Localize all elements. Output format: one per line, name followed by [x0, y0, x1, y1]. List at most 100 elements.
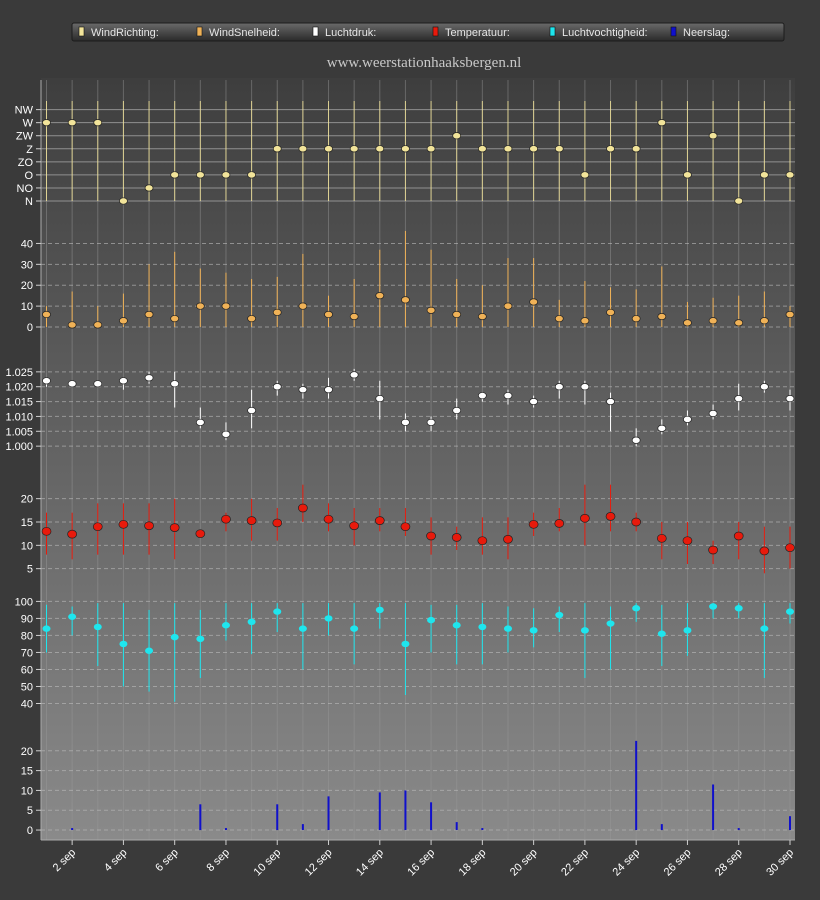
- ytick-Neerslag-0: 0: [27, 825, 33, 837]
- point-Luchtvochtigheid-day-27: [709, 603, 718, 610]
- bar-Neerslag-day-11: [301, 824, 304, 831]
- bar-Neerslag-day-2: [71, 828, 74, 831]
- point-WindSnelheid-day-24: [631, 315, 641, 323]
- point-Luchtdruk-day-3: [93, 380, 103, 388]
- point-Luchtvochtigheid-day-19: [503, 625, 512, 632]
- point-Temperatuur-day-15: [400, 522, 411, 532]
- point-Temperatuur-day-8: [221, 514, 231, 524]
- point-Luchtdruk-day-8: [221, 430, 231, 438]
- point-Luchtvochtigheid-day-17: [452, 622, 461, 629]
- point-Luchtdruk-day-20: [529, 398, 538, 406]
- plot-background: [41, 78, 795, 840]
- legend-label-2: Luchtdruk:: [325, 27, 376, 39]
- point-WindSnelheid-day-11: [298, 302, 308, 310]
- point-WindSnelheid-day-17: [452, 310, 462, 319]
- point-Temperatuur-day-20: [528, 519, 539, 529]
- bar-Neerslag-day-10: [276, 804, 279, 831]
- point-Luchtdruk-day-16: [426, 418, 436, 426]
- bar-Neerslag-day-25: [660, 824, 663, 831]
- point-Luchtvochtigheid-day-8: [221, 622, 230, 629]
- point-WindRichting-day-16: [426, 145, 436, 153]
- point-Temperatuur-day-11: [298, 503, 308, 513]
- point-Luchtvochtigheid-day-18: [478, 623, 487, 631]
- point-WindRichting-day-3: [93, 119, 103, 127]
- point-Luchtdruk-day-21: [554, 383, 564, 391]
- point-Luchtvochtigheid-day-2: [68, 613, 77, 620]
- point-Luchtdruk-day-25: [657, 424, 667, 432]
- point-Luchtvochtigheid-day-14: [375, 606, 384, 614]
- point-Temperatuur-day-2: [67, 529, 77, 539]
- point-Luchtdruk-day-23: [606, 398, 615, 406]
- point-Temperatuur-day-9: [246, 516, 257, 525]
- bar-Neerslag-day-14: [378, 792, 381, 831]
- point-WindRichting-day-27: [708, 132, 718, 140]
- ytick-Luchtdruk-1: 1.005: [5, 426, 33, 438]
- point-Luchtdruk-day-29: [760, 383, 769, 391]
- point-WindRichting-day-28: [734, 197, 744, 205]
- ytick-Luchtdruk-0: 1.000: [5, 441, 33, 453]
- point-Luchtvochtigheid-day-20: [529, 627, 538, 634]
- point-WindRichting-day-25: [657, 119, 667, 127]
- point-Luchtvochtigheid-day-11: [298, 625, 307, 632]
- bar-Neerslag-day-30: [789, 816, 791, 831]
- ytick-Luchtdruk-5: 1.025: [5, 367, 33, 379]
- point-WindSnelheid-day-2: [67, 321, 77, 329]
- point-Luchtvochtigheid-day-10: [273, 608, 282, 615]
- point-Luchtvochtigheid-day-12: [324, 615, 333, 622]
- point-WindRichting-day-30: [785, 171, 795, 179]
- point-WindRichting-day-22: [580, 171, 590, 179]
- point-Temperatuur-day-28: [733, 531, 744, 541]
- point-Luchtdruk-day-19: [503, 392, 513, 400]
- point-Luchtdruk-day-27: [708, 409, 718, 418]
- point-Luchtdruk-day-17: [452, 406, 462, 415]
- point-Temperatuur-day-18: [477, 536, 488, 546]
- point-WindSnelheid-day-13: [349, 313, 359, 321]
- point-Temperatuur-day-16: [426, 531, 436, 541]
- bar-Neerslag-day-27: [712, 784, 715, 831]
- point-WindSnelheid-day-29: [760, 317, 769, 325]
- point-Luchtvochtigheid-day-6: [170, 633, 179, 641]
- point-Temperatuur-day-26: [682, 536, 693, 546]
- point-WindSnelheid-day-25: [657, 313, 667, 321]
- point-WindSnelheid-day-20: [529, 298, 538, 306]
- point-WindSnelheid-day-10: [272, 308, 282, 316]
- point-WindSnelheid-day-26: [683, 319, 692, 327]
- point-Luchtvochtigheid-day-29: [760, 625, 769, 632]
- point-WindRichting-day-24: [631, 145, 641, 153]
- ytick-WindRichting-5: ZW: [16, 131, 34, 143]
- point-Luchtdruk-day-15: [401, 418, 410, 426]
- point-WindSnelheid-day-23: [606, 308, 615, 316]
- point-Luchtvochtigheid-day-1: [42, 625, 51, 632]
- point-Luchtvochtigheid-day-16: [427, 616, 436, 624]
- point-Luchtdruk-day-6: [170, 380, 180, 388]
- ytick-Temperatuur-2: 15: [21, 517, 33, 529]
- bar-Neerslag-day-15: [404, 790, 407, 831]
- ytick-Luchtvochtigheid-0: 40: [21, 698, 33, 710]
- ytick-Neerslag-3: 15: [21, 766, 33, 778]
- point-WindSnelheid-day-18: [477, 313, 487, 321]
- grid-lines: [40, 80, 795, 841]
- point-Temperatuur-day-27: [708, 545, 718, 555]
- point-WindRichting-day-11: [298, 145, 308, 153]
- bar-Neerslag-day-7: [199, 804, 202, 831]
- ytick-Luchtdruk-3: 1.015: [5, 397, 33, 409]
- ytick-WindSnelheid-2: 20: [21, 280, 33, 292]
- point-Temperatuur-day-17: [451, 533, 462, 542]
- point-Luchtvochtigheid-day-22: [580, 627, 589, 634]
- point-Luchtdruk-day-1: [42, 377, 51, 385]
- point-Luchtdruk-day-12: [324, 386, 333, 394]
- point-Luchtvochtigheid-day-30: [786, 608, 794, 615]
- ytick-WindRichting-0: N: [25, 196, 33, 208]
- legend-label-0: WindRichting:: [91, 27, 159, 39]
- bar-Neerslag-day-24: [635, 740, 638, 831]
- bar-Neerslag-day-28: [737, 828, 740, 831]
- point-Temperatuur-day-29: [759, 546, 770, 556]
- point-WindRichting-day-19: [503, 145, 513, 153]
- point-Luchtdruk-day-26: [683, 415, 692, 423]
- point-Temperatuur-day-1: [41, 526, 52, 536]
- point-Luchtvochtigheid-day-4: [119, 640, 128, 648]
- point-WindSnelheid-day-5: [144, 310, 154, 319]
- point-WindSnelheid-day-3: [93, 321, 103, 329]
- point-Luchtvochtigheid-day-26: [683, 627, 692, 634]
- point-Luchtvochtigheid-day-3: [93, 623, 102, 631]
